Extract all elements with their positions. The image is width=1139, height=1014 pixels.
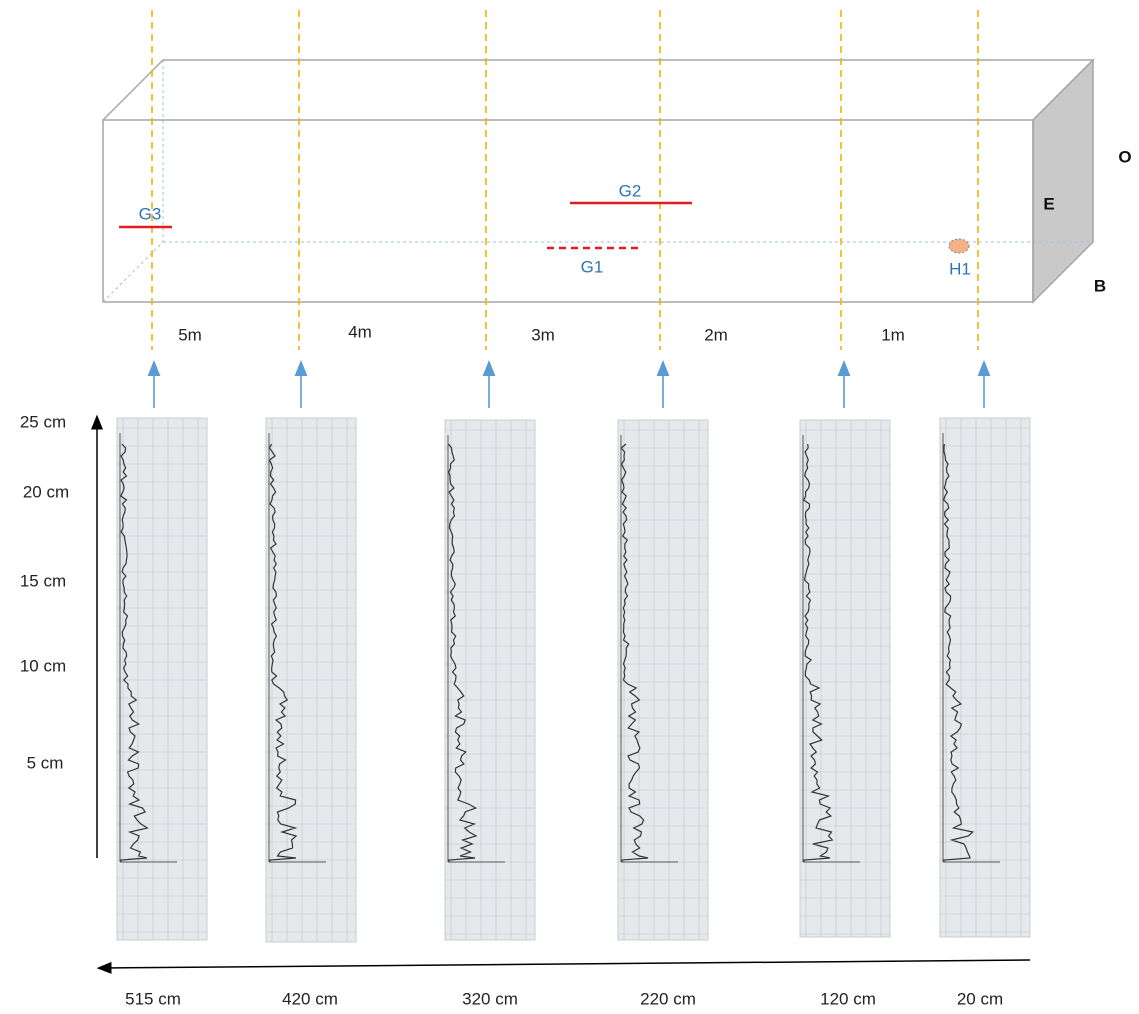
distance-label: 3m (531, 325, 555, 344)
front-face (102, 119, 1034, 303)
position-axis (96, 959, 1031, 974)
position-label: 20 cm (957, 989, 1003, 1008)
trace (268, 443, 298, 862)
trace (802, 443, 834, 862)
face-label: E (1043, 194, 1054, 213)
feature-label: G3 (139, 204, 162, 223)
hidden-edge (102, 241, 164, 303)
top-face (102, 59, 1095, 121)
depth-label: 20 cm (23, 482, 69, 501)
distance-label: 4m (348, 322, 372, 341)
distance-label: 1m (881, 325, 905, 344)
trace (448, 443, 478, 862)
feature-label: G1 (581, 257, 604, 276)
position-label: 320 cm (462, 989, 518, 1008)
strips (116, 417, 1031, 943)
depth-label: 5 cm (27, 753, 64, 772)
face-label: B (1094, 276, 1106, 295)
trace (119, 443, 149, 862)
distance-label: 5m (178, 325, 202, 344)
trace (943, 443, 975, 862)
feature-label: H1 (949, 259, 971, 278)
strip (617, 419, 709, 941)
feature-label: G2 (619, 181, 642, 200)
box (102, 58, 1095, 304)
face-label: O (1118, 147, 1131, 166)
depth-label: 15 cm (20, 571, 66, 590)
section-lines (151, 10, 979, 350)
position-label: 420 cm (282, 989, 338, 1008)
position-label: 220 cm (640, 989, 696, 1008)
position-label: 120 cm (820, 989, 876, 1008)
strip (939, 417, 1031, 938)
strip (444, 419, 536, 941)
position-label: 515 cm (125, 989, 181, 1008)
depth-label: 25 cm (20, 412, 66, 431)
trace (620, 443, 649, 862)
strip (116, 417, 208, 941)
up-arrows (147, 360, 991, 408)
distance-label: 2m (704, 325, 728, 344)
strip (799, 419, 891, 938)
h1-marker (948, 238, 970, 254)
depth-label: 10 cm (20, 656, 66, 675)
side-face (1032, 58, 1094, 304)
